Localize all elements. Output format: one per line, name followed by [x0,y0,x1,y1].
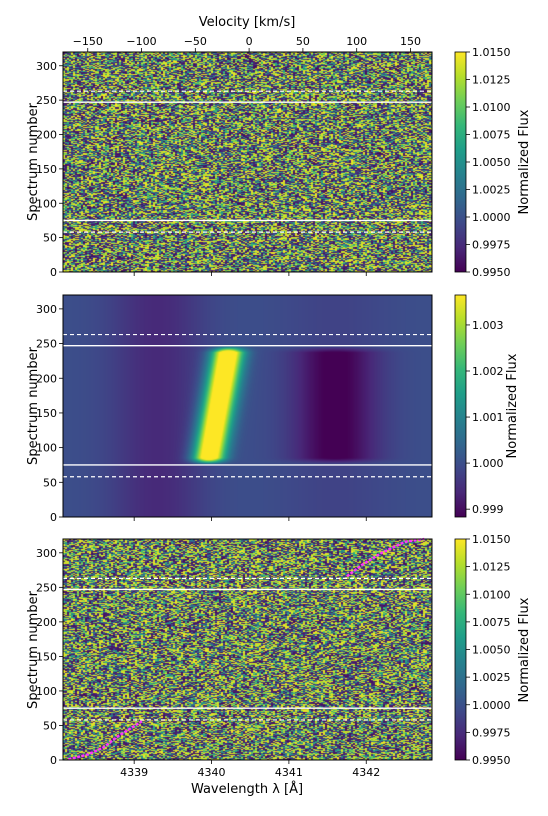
velocity-tick-label: 0 [246,35,253,48]
marker-lines-bottom [63,577,432,721]
y-tick-label: 300 [36,303,57,316]
x-tick-label: 4341 [275,766,303,779]
colorbar-tick-label: 1.0075 [472,129,511,142]
colorbar-tick-label: 1.001 [472,411,504,424]
y-ticks-middle: 0 50 100 150 200 250 300 [36,303,63,524]
marker-lines-top [63,90,432,233]
colorbar-ticks-middle: 0.999 1.000 1.001 1.002 1.003 [466,319,504,516]
y-ticks-bottom: 0 50 100 150 200 250 300 [36,547,63,767]
y-tick-label: 150 [36,407,57,420]
colorbar-ticks-bottom: 0.9950 0.9975 1.0000 1.0025 1.0050 1.0075 1.01… [466,533,511,767]
colorbar-tick-label: 1.0025 [472,184,511,197]
colorbar-tick-label: 1.0050 [472,156,511,169]
wavelength-ticks: 4339 4340 4341 4342 [120,760,380,779]
y-tick-label: 50 [43,232,57,245]
colorbar-tick-label: 0.9950 [472,266,511,279]
heatmap-top [63,52,432,272]
colorbar-tick-label: 0.9975 [472,726,511,739]
colorbar-tick-label: 1.0075 [472,616,511,629]
colorbar-tick-label: 1.0000 [472,211,511,224]
y-tick-label: 250 [36,338,57,351]
x-tick-label: 4339 [120,766,148,779]
panel-bottom: 0 50 100 150 200 250 300 4339 4340 4341 4342 Wave… [26,533,532,797]
colorbar-tick-label: 1.0150 [472,46,511,59]
velocity-tick-label: 150 [400,35,421,48]
x-ticks-middle [133,517,367,521]
velocity-tick-label: −50 [184,35,207,48]
colorbar-tick-label: 1.0100 [472,101,511,114]
colorbar-ticks-top: 0.9950 0.9975 1.0000 1.0025 1.0050 1.0075 1.01… [466,46,511,279]
panel-middle: 0 50 100 150 200 250 300 Spectrum number 0.999… [26,294,520,524]
colorbar-tick-label: 0.9975 [472,239,511,252]
y-tick-label: 200 [36,616,57,629]
y-tick-label: 250 [36,94,57,107]
velocity-tick-label: 50 [296,35,310,48]
colorbar-tick-label: 1.0050 [472,644,511,657]
colorbar-tick-label: 1.003 [472,319,504,332]
colorbar-tick-label: 1.002 [472,365,504,378]
y-tick-label: 150 [36,650,57,663]
wavelength-axis-label: Wavelength λ [Å] [191,781,303,797]
y-tick-label: 100 [36,685,57,698]
y-tick-label: 250 [36,581,57,594]
y-tick-label: 100 [36,197,57,210]
planet-track [346,537,425,578]
y-tick-label: 300 [36,547,57,560]
y-ticks-top: 0 50 100 150 200 250 300 [36,60,63,279]
velocity-tick-label: 100 [346,35,367,48]
colorbar-tick-label: 1.0100 [472,588,511,601]
y-axis-label-middle: Spectrum number [26,346,41,465]
velocity-tick-label: −150 [73,35,103,48]
heatmap-bottom [63,539,432,760]
planet-tracks [68,537,425,761]
axes-frame-top [62,51,433,273]
x-tick-label: 4342 [352,766,380,779]
colorbar-middle [454,294,467,518]
colorbar-tick-label: 0.9950 [472,754,511,767]
colorbar-tick-label: 0.999 [472,503,504,516]
colorbar-tick-label: 1.0125 [472,74,511,87]
planet-track [68,720,143,761]
colorbar-tick-label: 1.0150 [472,533,511,546]
colorbar-tick-label: 1.000 [472,457,504,470]
heatmap-middle [63,295,432,517]
colorbar-label-bottom: Normalized Flux [517,597,532,702]
x-tick-label: 4340 [198,766,226,779]
marker-lines-middle [63,333,432,478]
colorbar-bottom [454,538,467,761]
velocity-ticks: −150 −100 −50 0 50 100 150 [73,35,421,276]
colorbar-tick-label: 1.0025 [472,671,511,684]
y-tick-label: 300 [36,60,57,73]
y-axis-label-bottom: Spectrum number [26,590,41,709]
y-tick-label: 200 [36,372,57,385]
y-axis-label-top: Spectrum number [26,102,41,221]
axes-frame-bottom [62,538,433,761]
colorbar-label-top: Normalized Flux [517,109,532,214]
y-tick-label: 200 [36,129,57,142]
velocity-axis-label: Velocity [km/s] [199,15,296,30]
y-tick-label: 100 [36,442,57,455]
y-tick-label: 0 [50,266,57,279]
colorbar-label-middle: Normalized Flux [505,353,520,458]
colorbar-tick-label: 1.0125 [472,561,511,574]
colorbar-tick-label: 1.0000 [472,699,511,712]
y-tick-label: 0 [50,511,57,524]
colorbar-top [454,51,467,273]
y-tick-label: 150 [36,163,57,176]
velocity-tick-label: −100 [126,35,156,48]
axes-frame-middle [62,294,433,518]
y-tick-label: 50 [43,476,57,489]
y-tick-label: 50 [43,719,57,732]
y-tick-label: 0 [50,754,57,767]
